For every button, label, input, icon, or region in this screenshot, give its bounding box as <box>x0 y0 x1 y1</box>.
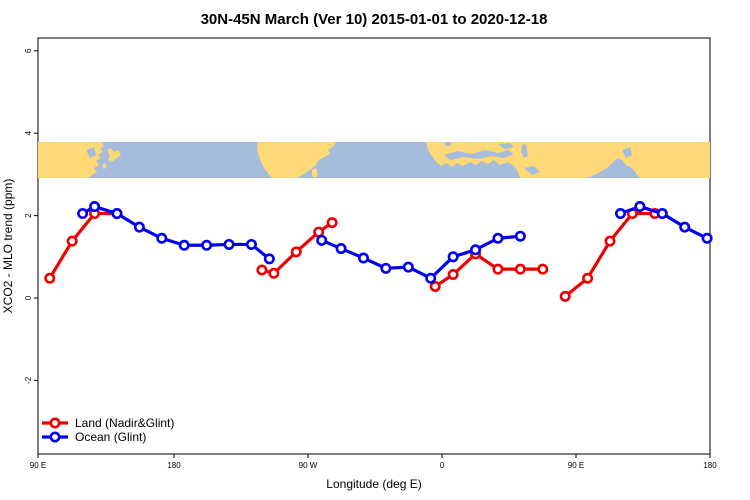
land-north-america <box>257 142 336 178</box>
chart-title: 30N-45N March (Ver 10) 2015-01-01 to 202… <box>201 11 548 28</box>
data-point-0-2-4 <box>514 263 526 275</box>
data-point-0-2-3 <box>492 263 504 275</box>
land-island-east <box>638 163 643 169</box>
data-point-0-0-1 <box>66 235 78 247</box>
y-tick-label-2: 2 <box>24 213 33 218</box>
sea-caspian <box>521 144 528 158</box>
data-point-1-0-5 <box>178 239 190 251</box>
legend-label-0: Land (Nadir&Glint) <box>75 416 174 430</box>
data-point-1-2-0 <box>614 208 626 220</box>
data-point-1-1-6 <box>447 251 459 263</box>
data-point-1-1-1 <box>335 243 347 255</box>
series-line-0-3 <box>564 211 655 298</box>
legend-label-1: Ocean (Glint) <box>75 430 146 444</box>
data-point-0-3-0 <box>559 290 571 302</box>
data-point-1-1-8 <box>492 232 504 244</box>
land-japan-west <box>107 148 121 162</box>
data-point-0-0-0 <box>44 272 56 284</box>
data-point-0-1-0 <box>256 264 268 276</box>
data-point-1-0-0 <box>77 208 89 220</box>
x-tick-label-3: 0 <box>440 461 445 470</box>
data-point-1-1-2 <box>357 252 369 264</box>
data-point-1-1-3 <box>380 262 392 274</box>
land-eurasia-africa <box>426 142 710 178</box>
x-tick-label-1: 180 <box>167 461 181 470</box>
data-point-1-1-4 <box>402 261 414 273</box>
data-point-0-1-1 <box>268 267 280 279</box>
plot-frame <box>37 37 711 455</box>
y-axis-label: XCO2 - MLO trend (ppm) <box>1 179 15 314</box>
x-tick-label-2: 90 W <box>299 461 318 470</box>
data-point-0-2-1 <box>447 269 459 281</box>
data-point-1-0-7 <box>223 238 235 250</box>
series-ocean <box>77 201 713 284</box>
legend-marker-1 <box>49 431 61 443</box>
data-point-1-1-5 <box>425 272 437 284</box>
data-point-0-1-4 <box>326 217 338 229</box>
sea-persian-gulf <box>524 166 540 175</box>
series-line-1-1 <box>321 234 521 280</box>
x-tick-label-0: 90 E <box>30 461 46 470</box>
series-line-0-0 <box>48 211 117 280</box>
series-line-1-0 <box>81 204 271 261</box>
data-point-0-2-5 <box>537 263 549 275</box>
y-tick-label-4: 6 <box>24 48 33 53</box>
x-axis-label: Longitude (deg E) <box>326 477 421 491</box>
data-point-1-1-0 <box>316 234 328 246</box>
sea-yellow-east <box>622 147 632 158</box>
data-point-1-0-2 <box>111 208 123 220</box>
y-tick-label-0: -2 <box>24 376 33 384</box>
data-point-1-0-3 <box>133 221 145 233</box>
legend-marker-0 <box>49 417 61 429</box>
land-iberia-gap <box>444 142 452 146</box>
data-point-0-2-0 <box>429 280 441 292</box>
x-axis: 90 E 180 90 W 0 90 E 180 <box>30 454 717 470</box>
data-point-0-3-1 <box>582 272 594 284</box>
map-seas <box>86 143 632 175</box>
land-japan-east <box>643 148 657 162</box>
data-point-0-3-2 <box>604 235 616 247</box>
data-point-1-0-1 <box>89 201 101 213</box>
series-land <box>44 208 661 302</box>
data-point-1-0-9 <box>263 253 275 265</box>
data-point-1-0-6 <box>201 239 213 251</box>
y-axis: -2 0 2 4 6 <box>24 48 38 384</box>
y-tick-label-1: 0 <box>24 295 33 300</box>
land-florida <box>312 168 318 178</box>
sea-yellow-west <box>86 147 96 158</box>
land-island-west <box>102 163 107 169</box>
x-tick-label-4: 90 E <box>568 461 584 470</box>
data-point-1-1-7 <box>470 244 482 256</box>
data-point-1-1-9 <box>514 230 526 242</box>
data-point-1-2-3 <box>679 221 691 233</box>
series-layer <box>44 201 713 302</box>
sea-black <box>498 143 514 149</box>
data-point-1-0-8 <box>245 238 257 250</box>
data-point-1-0-4 <box>156 232 168 244</box>
data-point-0-1-2 <box>290 246 302 258</box>
data-point-1-2-1 <box>634 201 646 213</box>
data-point-1-2-2 <box>656 208 668 220</box>
x-tick-label-5: 180 <box>703 461 717 470</box>
y-tick-label-3: 4 <box>24 130 33 135</box>
world-map-strip <box>38 142 710 178</box>
sea-mediterranean <box>444 150 514 160</box>
legend: Land (Nadir&Glint)Ocean (Glint) <box>42 416 174 444</box>
data-point-1-2-4 <box>701 232 713 244</box>
